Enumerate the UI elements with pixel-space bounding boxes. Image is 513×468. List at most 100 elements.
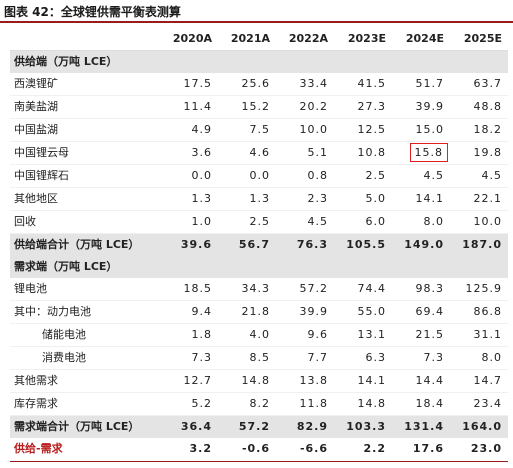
value-cell: 22.1 [450,187,508,211]
value-cell: 4.5 [450,164,508,188]
value-cell: 82.9 [276,415,334,438]
value-cell: 6.0 [334,210,392,234]
demand-row: 库存需求 5.2 8.2 11.8 14.8 18.4 23.4 [10,392,508,416]
value-cell: -6.6 [276,438,334,460]
value-cell: 76.3 [276,233,334,256]
value-cell: 14.8 [334,392,392,416]
demand-row: 其他需求 12.7 14.8 13.8 14.1 14.4 14.7 [10,369,508,393]
value-cell: 131.4 [392,415,450,438]
row-label: 库存需求 [10,392,160,416]
balance-row: 供给-需求 3.2 -0.6 -6.6 2.2 17.6 23.0 [10,438,508,460]
value-cell: 69.4 [392,300,450,324]
value-cell: 4.6 [218,141,276,165]
row-label: 供给端合计（万吨 LCE） [10,233,160,256]
year-header: 2022A [276,28,334,51]
value-cell: 15.2 [218,95,276,119]
value-cell: 1.3 [160,187,218,211]
value-cell: 10.8 [334,141,392,165]
supply-demand-table: 2020A 2021A 2022A 2023E 2024E 2025E 供给端（… [10,28,508,460]
value-cell: 149.0 [392,233,450,256]
value-cell: 4.0 [218,323,276,347]
row-label: 其他需求 [10,369,160,393]
value-cell: 13.1 [334,323,392,347]
value-cell: 14.7 [450,369,508,393]
value-cell: 187.0 [450,233,508,256]
value-cell: 105.5 [334,233,392,256]
value-cell: 23.4 [450,392,508,416]
value-cell: 9.6 [276,323,334,347]
value-cell: 7.5 [218,118,276,142]
demand-total-row: 需求端合计（万吨 LCE） 36.4 57.2 82.9 103.3 131.4 164.0 [10,415,508,438]
value-cell: 14.1 [392,187,450,211]
supply-row: 其他地区 1.3 1.3 2.3 5.0 14.1 22.1 [10,187,508,211]
value-cell: 4.5 [392,164,450,188]
value-cell: 20.2 [276,95,334,119]
value-cell: 19.8 [450,141,508,165]
demand-row: 其中：动力电池 9.4 21.8 39.9 55.0 69.4 86.8 [10,300,508,324]
value-cell: 33.4 [276,73,334,96]
value-cell: 57.2 [276,278,334,301]
value-cell: 8.0 [450,346,508,370]
row-label: 西澳锂矿 [10,73,160,96]
value-cell: 39.6 [160,233,218,256]
value-cell: 17.6 [392,438,450,460]
highlighted-value: 15.8 [409,143,448,162]
value-cell: 18.4 [392,392,450,416]
year-header: 2025E [450,28,508,51]
row-label: 需求端合计（万吨 LCE） [10,415,160,438]
value-cell: 12.7 [160,369,218,393]
supply-row: 西澳锂矿 17.5 25.6 33.4 41.5 51.7 63.7 [10,73,508,96]
value-cell: 1.0 [160,210,218,234]
demand-section-header: 需求端（万吨 LCE） [10,256,508,278]
value-cell: 14.1 [334,369,392,393]
value-cell: 12.5 [334,118,392,142]
year-header: 2023E [334,28,392,51]
section-label: 供给端（万吨 LCE） [10,50,508,73]
row-label: 中国锂云母 [10,141,160,165]
value-cell: 3.2 [160,438,218,460]
year-header: 2021A [218,28,276,51]
value-cell: 0.8 [276,164,334,188]
value-cell: 10.0 [276,118,334,142]
value-cell: 18.2 [450,118,508,142]
value-cell: 36.4 [160,415,218,438]
value-cell: 63.7 [450,73,508,96]
supply-row: 中国盐湖 4.9 7.5 10.0 12.5 15.0 18.2 [10,118,508,142]
row-label: 中国锂辉石 [10,164,160,188]
header-blank [10,28,160,51]
row-label: 锂电池 [10,278,160,301]
supply-row: 回收 1.0 2.5 4.5 6.0 8.0 10.0 [10,210,508,234]
table-title: 图表 42：全球锂供需平衡表测算 [4,5,181,19]
value-cell: 48.8 [450,95,508,119]
supply-row: 中国锂辉石 0.0 0.0 0.8 2.5 4.5 4.5 [10,164,508,188]
value-cell: 11.8 [276,392,334,416]
value-cell: 14.4 [392,369,450,393]
row-label: 中国盐湖 [10,118,160,142]
value-cell: 21.8 [218,300,276,324]
value-cell: 34.3 [218,278,276,301]
value-cell: 7.3 [392,346,450,370]
value-cell: 0.0 [218,164,276,188]
value-cell: 57.2 [218,415,276,438]
value-cell: 2.2 [334,438,392,460]
value-cell: 31.1 [450,323,508,347]
value-cell: 8.0 [392,210,450,234]
value-cell: 86.8 [450,300,508,324]
value-cell: 74.4 [334,278,392,301]
value-cell: 98.3 [392,278,450,301]
value-cell: 0.0 [160,164,218,188]
bottom-rule [10,461,508,462]
row-label: 其他地区 [10,187,160,211]
value-cell: 23.0 [450,438,508,460]
value-cell: 25.6 [218,73,276,96]
value-cell: 2.5 [218,210,276,234]
supply-row: 中国锂云母 3.6 4.6 5.1 10.8 15.8 19.8 [10,141,508,165]
year-header: 2020A [160,28,218,51]
value-cell: 9.4 [160,300,218,324]
value-cell: 4.9 [160,118,218,142]
value-cell: 13.8 [276,369,334,393]
value-cell: 14.8 [218,369,276,393]
value-cell: 125.9 [450,278,508,301]
value-cell: 27.3 [334,95,392,119]
header-row: 2020A 2021A 2022A 2023E 2024E 2025E [10,28,508,51]
